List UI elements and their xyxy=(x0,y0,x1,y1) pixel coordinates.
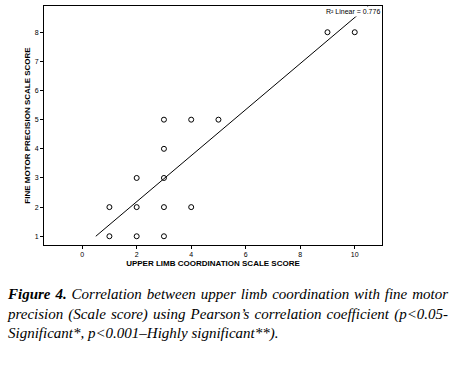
svg-text:10: 10 xyxy=(351,251,359,258)
svg-text:2: 2 xyxy=(35,204,39,211)
svg-text:8: 8 xyxy=(35,29,39,36)
svg-text:6: 6 xyxy=(244,251,248,258)
svg-text:4: 4 xyxy=(189,251,193,258)
svg-text:1: 1 xyxy=(35,233,39,240)
svg-text:6: 6 xyxy=(35,87,39,94)
svg-text:UPPER LIMB COORDINATION SCALE: UPPER LIMB COORDINATION SCALE SCORE xyxy=(126,259,300,268)
svg-text:R² Linear = 0.776: R² Linear = 0.776 xyxy=(326,8,380,15)
svg-text:0: 0 xyxy=(80,251,84,258)
svg-text:FINE MOTOR PRECISION SCALE SCO: FINE MOTOR PRECISION SCALE SCORE xyxy=(23,47,32,204)
svg-text:3: 3 xyxy=(35,174,39,181)
html-text:Figure 4. Correlation between: Figure 4. Correlation between upper limb… xyxy=(8,286,448,341)
svg-text:8: 8 xyxy=(298,251,302,258)
svg-text:4: 4 xyxy=(35,145,39,152)
svg-text:7: 7 xyxy=(35,58,39,65)
svg-text:5: 5 xyxy=(35,116,39,123)
svg-text:2: 2 xyxy=(135,251,139,258)
